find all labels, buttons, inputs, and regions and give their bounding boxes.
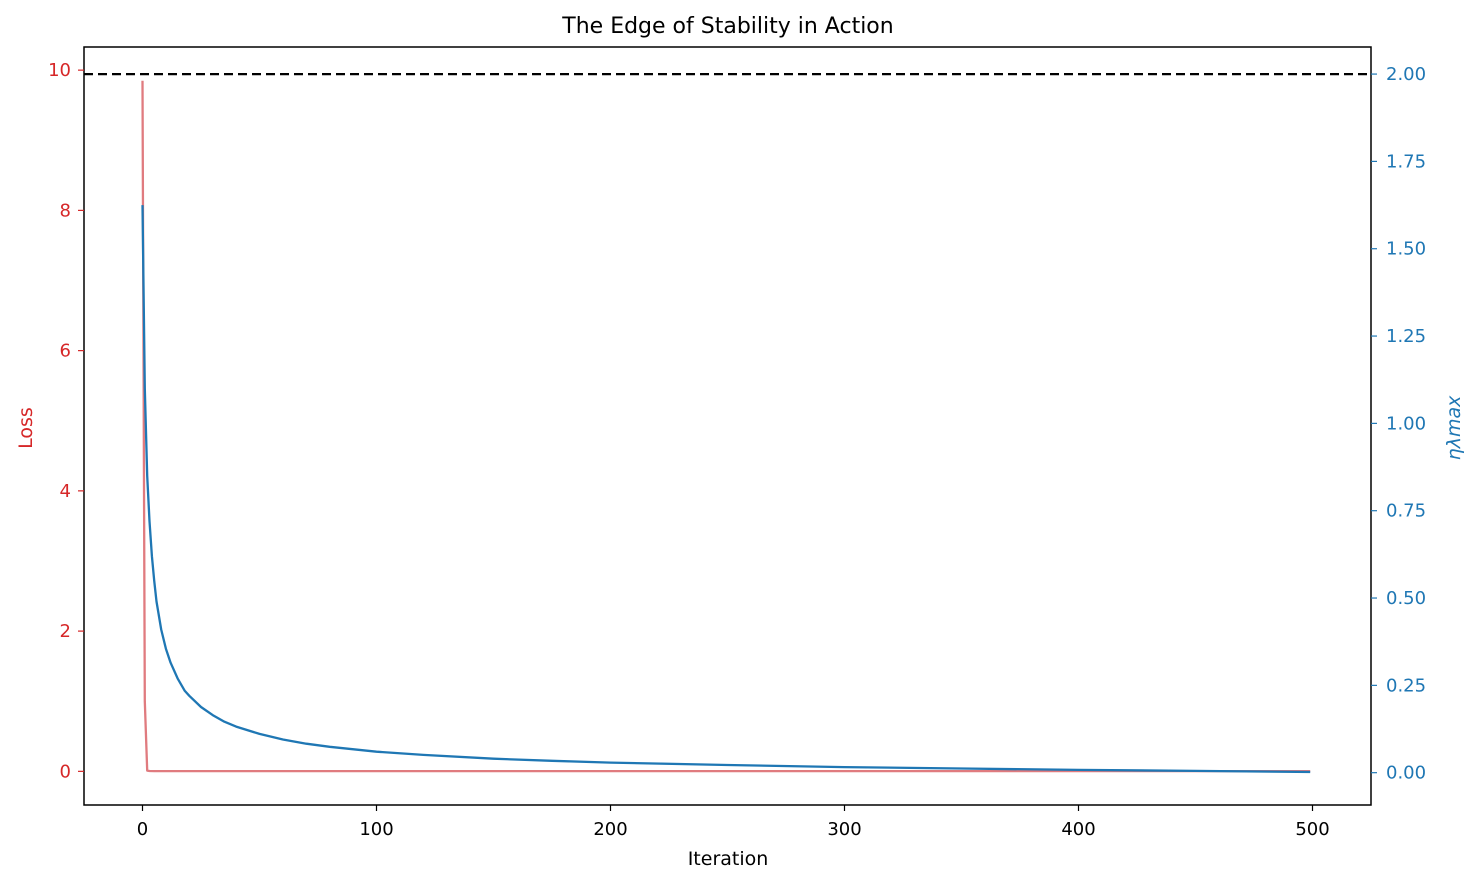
x-tick-label: 200 (593, 819, 627, 840)
y-axis-left-label: Loss (15, 407, 37, 449)
y-right-tick-label: 1.50 (1386, 239, 1426, 260)
y-left-tick-label: 10 (48, 60, 71, 81)
x-axis-label: Iteration (688, 848, 769, 870)
y-right-tick-label: 1.00 (1386, 413, 1426, 434)
x-tick-label: 300 (827, 819, 861, 840)
loss-line (141, 80, 1311, 773)
chart-title: The Edge of Stability in Action (561, 14, 893, 39)
sharpness-line (141, 205, 1311, 774)
y-left-tick-label: 0 (60, 761, 71, 782)
x-tick-label: 400 (1061, 819, 1095, 840)
y-left-tick-label: 2 (60, 621, 71, 642)
y-axis-right-label: ηλmax (1443, 395, 1465, 460)
y-right-tick-label: 1.25 (1386, 326, 1426, 347)
y-right-tick-label: 0.25 (1386, 675, 1426, 696)
y-right-tick-label: 0.75 (1386, 501, 1426, 522)
plot-area (84, 72, 1371, 774)
y-axis-left: 0 2 4 6 8 10 (48, 60, 84, 782)
y-right-tick-label: 2.00 (1386, 64, 1426, 85)
x-tick-label: 500 (1295, 819, 1329, 840)
y-axis-right: 0.00 0.25 0.50 0.75 1.00 1.25 1.50 1.75 2.00 (1371, 64, 1426, 784)
x-axis: 0 100 200 300 400 500 (137, 805, 1330, 840)
y-left-tick-label: 8 (60, 200, 71, 221)
y-left-tick-label: 4 (60, 481, 71, 502)
x-tick-label: 100 (359, 819, 393, 840)
x-tick-label: 0 (137, 819, 148, 840)
y-right-tick-label: 0.50 (1386, 588, 1426, 609)
y-right-tick-label: 1.75 (1386, 151, 1426, 172)
y-right-tick-label: 0.00 (1386, 763, 1426, 784)
y-left-tick-label: 6 (60, 341, 71, 362)
axes-frame (83, 46, 1372, 806)
